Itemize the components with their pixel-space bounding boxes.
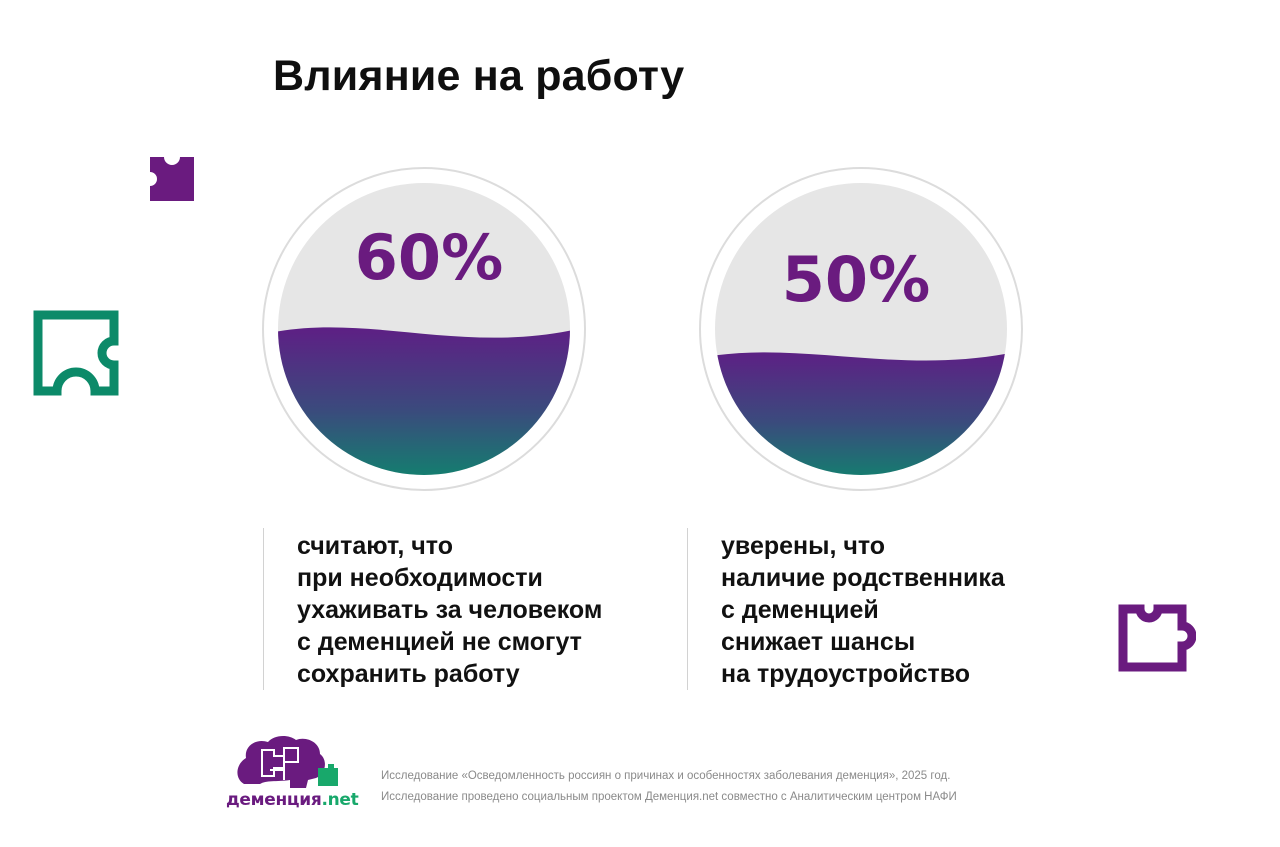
logo-text: деменция.net xyxy=(226,790,359,810)
statement-block: уверены, что наличие родственника с деме… xyxy=(687,528,1005,690)
statement-text: уверены, что наличие родственника с деме… xyxy=(721,532,1005,688)
stat-value: 50% xyxy=(782,243,930,316)
statement-block: считают, что при необходимости ухаживать… xyxy=(263,528,602,690)
puzzle-piece-icon xyxy=(1118,604,1196,672)
page-title: Влияние на работу xyxy=(273,52,685,100)
stat-gauge: 50% xyxy=(698,166,1024,492)
head-puzzle-icon xyxy=(237,736,338,788)
statement-text: считают, что при необходимости ухаживать… xyxy=(297,532,603,688)
puzzle-piece-icon xyxy=(33,310,119,396)
logo: деменция.net xyxy=(226,734,359,812)
logo-name: деменция xyxy=(226,790,322,810)
gauge-fill xyxy=(278,326,570,475)
logo-suffix: .net xyxy=(321,790,359,810)
source-line: Исследование проведено социальным проект… xyxy=(381,791,957,803)
source-note: Исследование «Осведомленность россиян о … xyxy=(381,766,957,808)
puzzle-piece-icon xyxy=(150,157,194,201)
stat-value: 60% xyxy=(355,221,503,294)
source-line: Исследование «Осведомленность россиян о … xyxy=(381,770,951,782)
stat-gauge: 60% xyxy=(261,166,587,492)
